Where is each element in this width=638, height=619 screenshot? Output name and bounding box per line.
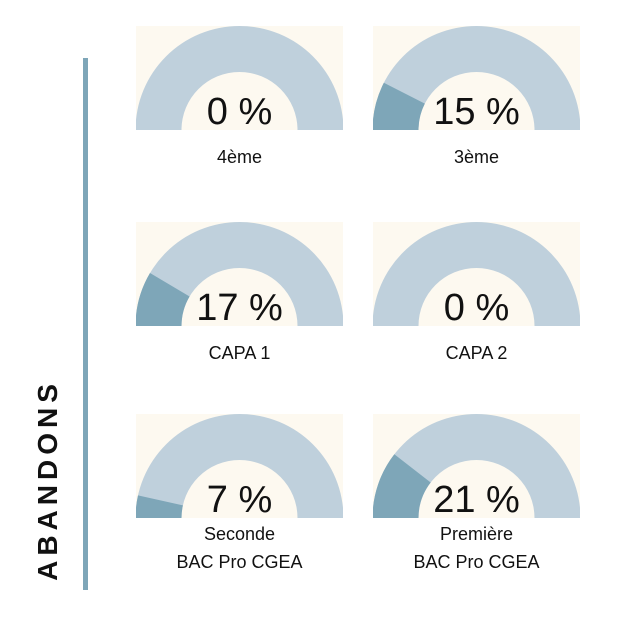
gauge-label: CAPA 1 xyxy=(208,343,271,363)
gauge-track xyxy=(373,414,580,518)
gauge-chart: 15 % xyxy=(373,26,580,130)
gauge-value: 17 % xyxy=(196,287,283,326)
gauge-fill xyxy=(373,82,425,130)
gauge-card: 21 % Première BAC Pro CGEA xyxy=(373,414,580,576)
gauge-card: 0 % CAPA 2 xyxy=(373,222,580,364)
gauge-label: CAPA 2 xyxy=(445,343,508,363)
gauge-value: 21 % xyxy=(433,479,520,518)
gauge-track xyxy=(373,222,580,326)
gauge-value: 0 % xyxy=(444,287,509,326)
gauge-card: 0 % 4ème xyxy=(136,26,343,168)
gauge-value: 0 % xyxy=(207,91,272,130)
gauge-fill xyxy=(136,495,183,518)
gauge-track xyxy=(136,414,343,518)
gauge-label: 3ème xyxy=(453,147,500,167)
gauge-fill xyxy=(373,454,431,518)
gauge-fill xyxy=(136,273,190,326)
gauge-card: 7 % Seconde BAC Pro CGEA xyxy=(136,414,343,576)
side-accent-bar xyxy=(83,58,88,590)
gauge-label-secondary: BAC Pro CGEA xyxy=(176,552,303,572)
gauge-card: 15 % 3ème xyxy=(373,26,580,168)
gauge-label: 4ème xyxy=(216,147,263,167)
gauge-label: Première xyxy=(439,524,514,544)
gauge-value: 7 % xyxy=(207,479,272,518)
side-title: ABANDONS xyxy=(32,379,63,581)
gauge-chart: 7 % xyxy=(136,414,343,518)
gauge-chart: 21 % xyxy=(373,414,580,518)
gauge-value: 15 % xyxy=(433,91,520,130)
gauge-label-secondary: BAC Pro CGEA xyxy=(413,552,540,572)
gauge-card: 17 % CAPA 1 xyxy=(136,222,343,364)
gauge-chart: 0 % xyxy=(136,26,343,130)
gauge-chart: 17 % xyxy=(136,222,343,326)
gauge-track xyxy=(373,26,580,130)
gauge-track xyxy=(136,222,343,326)
gauge-label: Seconde xyxy=(203,524,276,544)
gauge-chart: 0 % xyxy=(373,222,580,326)
gauge-track xyxy=(136,26,343,130)
